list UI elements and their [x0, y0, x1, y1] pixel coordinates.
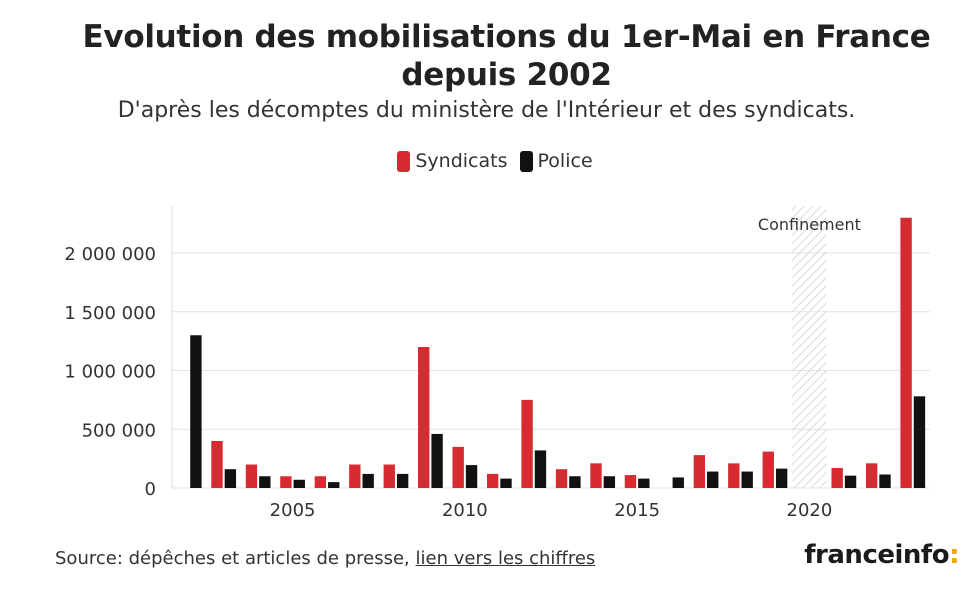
bar-syndicats-2014 [590, 463, 602, 488]
bar-syndicats-2015 [624, 475, 637, 488]
bar-police-2004 [259, 476, 271, 488]
source-footer: Source: dépêches et articles de presse, … [55, 548, 595, 569]
source-text: Source: dépêches et articles de presse, [55, 548, 416, 569]
bar-police-2013 [569, 476, 581, 488]
bar-police-2009 [431, 433, 443, 488]
bar-syndicats-2022 [865, 463, 878, 488]
logo-colon: : [949, 540, 959, 570]
bar-police-2010 [465, 465, 478, 488]
bar-syndicats-2012 [521, 399, 533, 488]
source-link[interactable]: lien vers les chiffres [415, 548, 596, 569]
bar-syndicats-2013 [555, 469, 568, 488]
legend-item-syndicats: Syndicats [397, 150, 507, 172]
bar-police-2023 [913, 396, 926, 488]
bar-syndicats-2023 [900, 217, 912, 488]
y-tick-label: 2 000 000 [64, 244, 156, 265]
bar-syndicats-2007 [349, 464, 361, 488]
bar-police-2002 [190, 335, 202, 488]
bar-syndicats-2008 [383, 464, 395, 488]
bar-syndicats-2021 [831, 468, 843, 488]
bar-police-2016 [672, 477, 684, 488]
x-tick-label: 2005 [270, 500, 316, 521]
bar-syndicats-2006 [314, 476, 327, 488]
bar-police-2014 [603, 476, 616, 488]
bar-police-2022 [879, 474, 891, 488]
bar-police-2012 [534, 450, 547, 488]
bar-police-2021 [844, 475, 857, 488]
legend-swatch-police [519, 150, 533, 172]
bar-syndicats-2004 [245, 464, 258, 488]
bar-syndicats-2017 [693, 455, 706, 488]
bar-police-2015 [638, 478, 650, 488]
legend-label-syndicats: Syndicats [415, 150, 508, 172]
chart-title: Evolution des mobilisations du 1er-Mai e… [82, 19, 931, 93]
bar-syndicats-2003 [211, 441, 223, 488]
bar-police-2018 [741, 471, 753, 488]
y-tick-label: 0 [145, 479, 156, 500]
bar-police-2003 [224, 469, 237, 488]
legend-swatch-syndicats [397, 150, 411, 172]
x-tick-label: 2020 [787, 500, 833, 521]
chart-subtitle: D'après les décomptes du ministère de l'… [117, 98, 856, 123]
confinement-band [792, 206, 827, 488]
bar-syndicats-2009 [418, 347, 430, 488]
bar-police-2019 [775, 468, 788, 488]
confinement-label: Confinement [758, 215, 861, 234]
bar-syndicats-2005 [280, 476, 292, 488]
legend: Syndicats Police [0, 150, 971, 177]
franceinfo-logo: franceinfo: [804, 540, 959, 570]
bar-police-2005 [293, 479, 305, 488]
bar-police-2011 [500, 478, 512, 488]
logo-text: franceinfo [804, 540, 950, 570]
bar-police-2006 [328, 482, 340, 488]
x-tick-label: 2010 [442, 500, 488, 521]
legend-item-police: Police [519, 150, 593, 172]
bar-syndicats-2018 [728, 463, 740, 488]
bar-syndicats-2010 [452, 446, 464, 488]
bar-police-2008 [396, 473, 409, 488]
y-tick-label: 1 000 000 [64, 362, 156, 383]
bar-syndicats-2019 [762, 451, 774, 488]
x-tick-label: 2015 [614, 500, 660, 521]
bar-police-2017 [707, 471, 719, 488]
legend-label-police: Police [537, 150, 593, 172]
bar-police-2007 [362, 473, 374, 488]
y-tick-label: 1 500 000 [64, 303, 156, 324]
bar-syndicats-2011 [486, 473, 499, 488]
y-tick-label: 500 000 [82, 420, 156, 441]
